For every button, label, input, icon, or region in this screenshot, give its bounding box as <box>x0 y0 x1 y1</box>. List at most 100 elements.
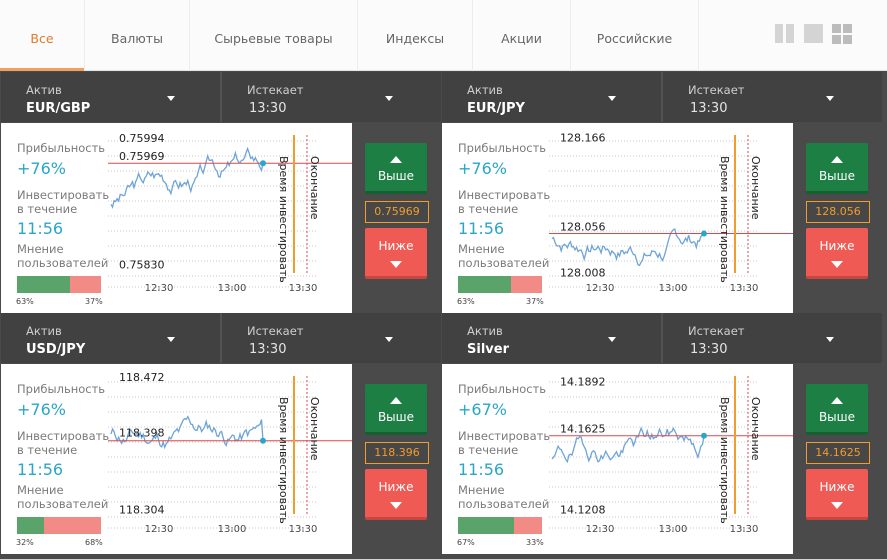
x-tick-label: 12:30 <box>145 283 174 294</box>
x-tick-label: 13:30 <box>730 283 759 294</box>
price-level-label: 14.1892 <box>560 375 606 388</box>
put-down-label: Ниже <box>819 239 855 253</box>
sentiment-down-bar <box>514 517 542 534</box>
sentiment-up-bar <box>17 276 70 293</box>
invest-within-label: Инвестировать в течение <box>458 188 551 216</box>
panel-header: Актив USD/JPY Истекает 13:30 <box>1 313 441 363</box>
call-up-button[interactable]: Выше <box>806 384 868 435</box>
invest-within-label: Инвестировать в течение <box>17 429 110 457</box>
panel-body: Прибыльность +76% Инвестировать в течени… <box>1 123 352 313</box>
category-tabs: Все Валюты Сырьевые товары Индексы Акции… <box>0 0 887 71</box>
x-tick-label: 12:30 <box>145 524 174 535</box>
profit-label: Прибыльность <box>17 141 106 155</box>
put-down-button[interactable]: Ниже <box>806 469 868 520</box>
price-chart: 14.1892 14.1625 14.1208 Время инвестировать… <box>549 375 793 535</box>
asset-select[interactable]: Актив USD/JPY <box>1 313 220 363</box>
chevron-down-icon <box>385 337 393 342</box>
panel-body: Прибыльность +67% Инвестировать в течени… <box>442 364 793 554</box>
sentiment-up-pct: 32% <box>16 538 34 547</box>
arrow-down-icon <box>831 502 843 509</box>
asset-label: Актив <box>26 324 62 338</box>
panel-body: Прибыльность +76% Инвестировать в течени… <box>442 123 793 313</box>
price-level-label: 128.008 <box>560 267 606 280</box>
asset-value: USD/JPY <box>26 342 86 357</box>
option-panel: Актив USD/JPY Истекает 13:30 Прибыльност… <box>1 313 441 554</box>
expiry-value: 13:30 <box>690 342 728 357</box>
chevron-down-icon <box>385 96 393 101</box>
option-panel: Актив Silver Истекает 13:30 Прибыльность… <box>442 313 882 554</box>
x-tick-label: 12:30 <box>586 524 615 535</box>
put-down-label: Ниже <box>819 480 855 494</box>
invest-time-value: 11:56 <box>458 219 505 238</box>
panel-header: Актив Silver Истекает 13:30 <box>442 313 882 363</box>
option-panel: Актив EUR/JPY Истекает 13:30 Прибыльност… <box>442 72 882 313</box>
arrow-up-icon <box>831 156 843 163</box>
call-up-button[interactable]: Выше <box>365 143 427 194</box>
price-chart: 128.166 128.056 128.008 Время инвестировать… <box>549 131 793 294</box>
price-line <box>551 228 705 267</box>
asset-select[interactable]: Актив EUR/JPY <box>442 72 661 122</box>
panel-header: Актив EUR/JPY Истекает 13:30 <box>442 72 882 122</box>
user-opinion-label: Мнение пользователей <box>458 242 550 270</box>
price-level-label: 14.1208 <box>560 504 606 517</box>
user-opinion-label: Мнение пользователей <box>458 483 550 511</box>
tab-stocks[interactable]: Акции <box>473 0 571 71</box>
trade-controls: Выше 14.1625 Ниже <box>793 364 882 554</box>
price-level-label: 118.304 <box>119 504 165 517</box>
x-tick-label: 13:30 <box>730 524 759 535</box>
expiry-select[interactable]: Истекает 13:30 <box>663 72 882 122</box>
call-up-button[interactable]: Выше <box>806 143 868 194</box>
expiry-select[interactable]: Истекает 13:30 <box>663 313 882 363</box>
sentiment-up-pct: 63% <box>457 297 475 306</box>
arrow-down-icon <box>390 261 402 268</box>
chevron-down-icon <box>167 96 175 101</box>
expiry-label: Истекает <box>247 83 304 97</box>
chevron-down-icon <box>826 337 834 342</box>
tab-indices[interactable]: Индексы <box>358 0 473 71</box>
arrow-up-icon <box>390 397 402 404</box>
arrow-up-icon <box>831 397 843 404</box>
current-price: 0.75969 <box>365 201 429 223</box>
price-chart: 118.472 118.398 118.304 Время инвестировать… <box>108 371 352 535</box>
expiry-label: Окончание <box>308 397 321 461</box>
profit-value: +76% <box>458 159 507 178</box>
expiry-value: 13:30 <box>690 101 728 116</box>
expiry-select[interactable]: Истекает 13:30 <box>222 72 441 122</box>
call-up-label: Выше <box>377 410 415 424</box>
x-tick-label: 13:00 <box>659 283 688 294</box>
profit-label: Прибыльность <box>458 141 547 155</box>
sentiment-down-bar <box>511 276 542 293</box>
price-level-label: 128.056 <box>560 221 606 234</box>
arrow-down-icon <box>831 261 843 268</box>
put-down-label: Ниже <box>378 480 414 494</box>
expiry-select[interactable]: Истекает 13:30 <box>222 313 441 363</box>
chevron-down-icon <box>167 337 175 342</box>
sentiment-up-pct: 63% <box>16 297 34 306</box>
put-down-button[interactable]: Ниже <box>365 228 427 279</box>
trade-controls: Выше 0.75969 Ниже <box>352 123 441 313</box>
invest-time-label: Время инвестировать <box>277 397 290 524</box>
tab-currencies[interactable]: Валюты <box>85 0 190 71</box>
x-tick-label: 13:30 <box>289 283 318 294</box>
asset-select[interactable]: Актив EUR/GBP <box>1 72 220 122</box>
asset-select[interactable]: Актив Silver <box>442 313 661 363</box>
put-down-button[interactable]: Ниже <box>365 469 427 520</box>
sentiment-down-pct: 33% <box>526 538 544 547</box>
chevron-down-icon <box>608 96 616 101</box>
user-opinion-label: Мнение пользователей <box>17 242 109 270</box>
x-tick-label: 12:30 <box>586 283 615 294</box>
call-up-button[interactable]: Выше <box>365 384 427 435</box>
tab-all[interactable]: Все <box>0 0 85 71</box>
arrow-up-icon <box>390 156 402 163</box>
profit-value: +76% <box>17 400 66 419</box>
invest-time-value: 11:56 <box>17 219 64 238</box>
tab-russian[interactable]: Российские <box>571 0 699 71</box>
asset-value: EUR/GBP <box>26 101 91 116</box>
tab-commodities[interactable]: Сырьевые товары <box>190 0 358 71</box>
put-down-button[interactable]: Ниже <box>806 228 868 279</box>
current-price-dot <box>701 230 707 237</box>
sentiment-down-pct: 68% <box>85 538 103 547</box>
invest-time-value: 11:56 <box>458 460 505 479</box>
expiry-value: 13:30 <box>249 101 287 116</box>
put-down-label: Ниже <box>378 239 414 253</box>
